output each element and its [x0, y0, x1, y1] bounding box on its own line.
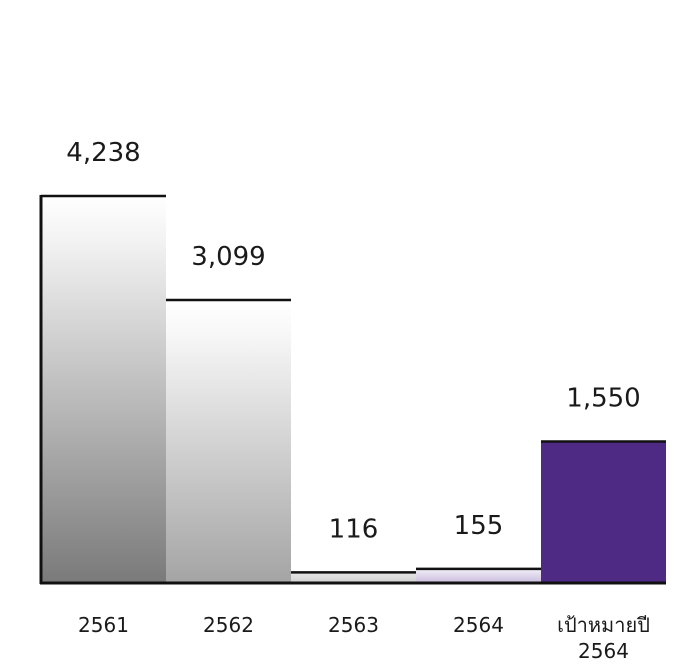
- tick-label-4-line-0: เป้าหมายปี: [557, 613, 650, 637]
- tick-label-0: 2561: [78, 613, 129, 637]
- tick-label-1: 2562: [203, 613, 254, 637]
- data-label-4: 1,550: [566, 383, 640, 413]
- tick-label-3: 2564: [453, 613, 504, 637]
- tick-label-2: 2563: [328, 613, 379, 637]
- bar-3: [416, 568, 541, 583]
- data-label-3: 155: [454, 511, 504, 541]
- labels-layer: 4,238 2561 3,099 2562 116 2563 155 2564 1,550 เป้…: [66, 138, 650, 663]
- tick-label-4-line-1: 2564: [578, 639, 629, 663]
- bars-layer: [41, 194, 666, 583]
- bar-4: [541, 441, 666, 583]
- data-label-1: 3,099: [191, 242, 265, 272]
- data-label-0: 4,238: [66, 138, 140, 168]
- bar-1: [166, 300, 291, 583]
- data-label-2: 116: [329, 514, 379, 544]
- bar-2: [291, 572, 416, 583]
- bar-0: [41, 196, 166, 583]
